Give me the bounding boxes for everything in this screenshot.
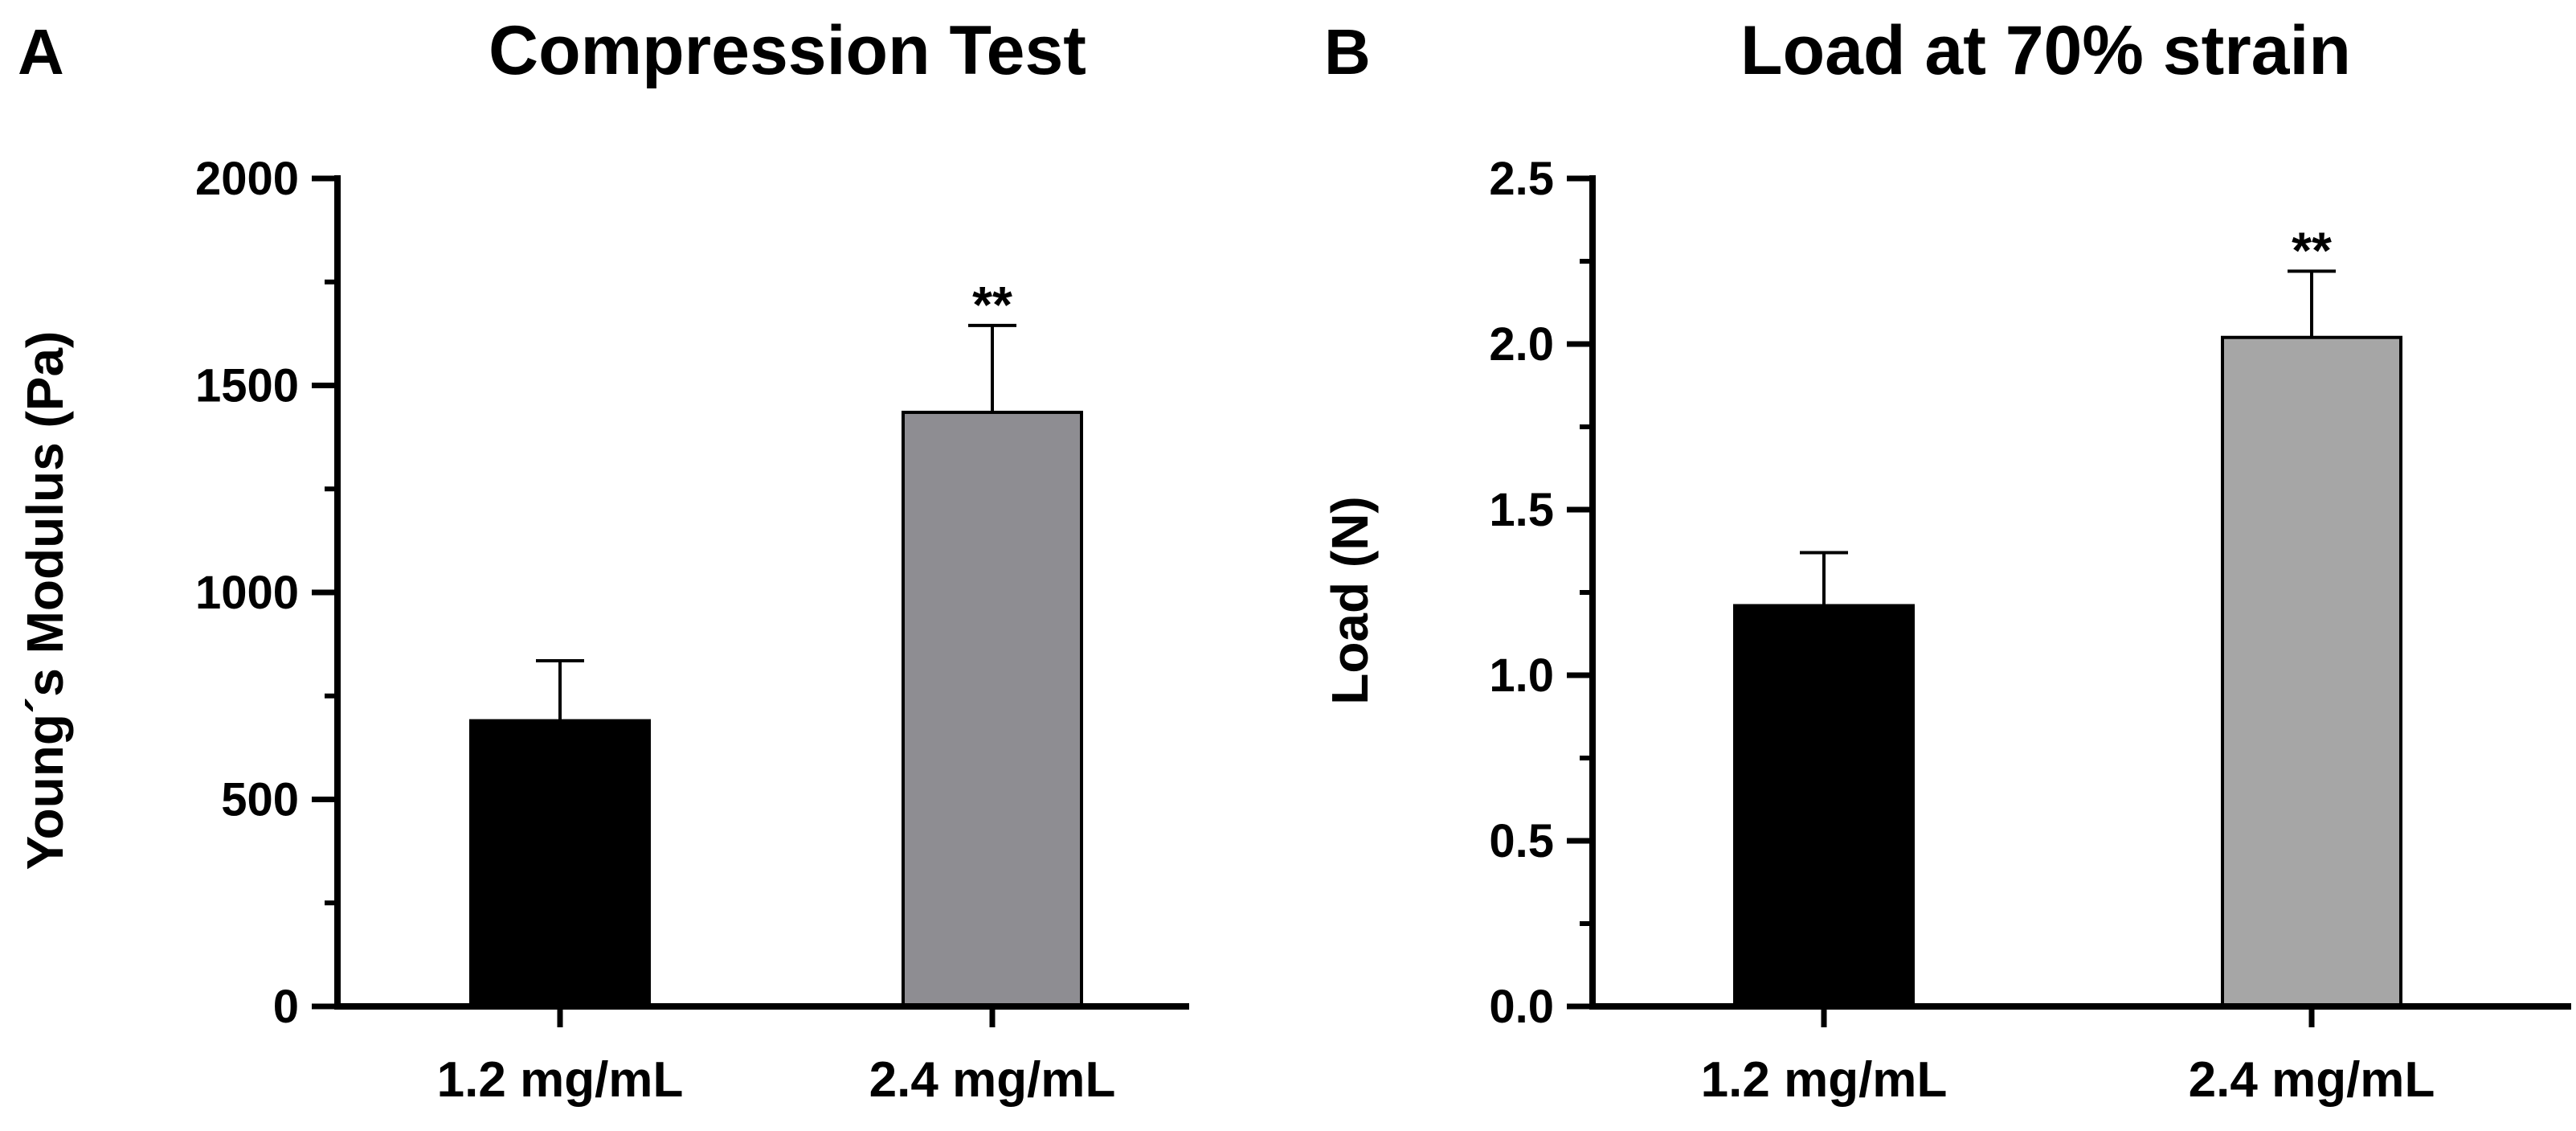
significance-marker: ** bbox=[972, 276, 1012, 334]
x-tick-label: 1.2 mg/mL bbox=[437, 1052, 684, 1108]
plot-area: 1.2 mg/mL ** 2.4 mg/mL 0 500 1000 1500 2000 bbox=[195, 153, 1189, 1108]
y-tick-label: 1500 bbox=[195, 360, 299, 412]
y-tick-label: 2000 bbox=[195, 153, 299, 205]
chart-title: Compression Test bbox=[489, 12, 1086, 89]
plot-area: 1.2 mg/mL ** 2.4 mg/mL 0.0 0.5 1.0 1.5 2.0 2.5 bbox=[1489, 153, 2571, 1108]
bar bbox=[2221, 335, 2402, 1008]
y-tick-label: 0.0 bbox=[1489, 981, 1554, 1033]
y-tick-label: 500 bbox=[221, 774, 299, 826]
bar bbox=[1733, 604, 1915, 1008]
y-tick-label: 0.5 bbox=[1489, 815, 1554, 867]
x-tick-label: 2.4 mg/mL bbox=[2189, 1052, 2435, 1108]
panel-letter: B bbox=[1324, 16, 1371, 88]
y-tick-label: 1000 bbox=[195, 567, 299, 619]
y-axis-label: Load (N) bbox=[1321, 496, 1379, 705]
panel-letter: A bbox=[18, 16, 64, 88]
panel-b: B Load at 70% strain Load (N) 1.2 mg/mL *… bbox=[1321, 12, 2571, 1108]
y-tick-label: 1.0 bbox=[1489, 650, 1554, 702]
significance-marker: ** bbox=[2292, 221, 2332, 279]
y-tick-label: 1.5 bbox=[1489, 484, 1554, 536]
bar bbox=[902, 410, 1083, 1008]
y-tick-label: 2.0 bbox=[1489, 318, 1554, 371]
bar bbox=[469, 719, 651, 1009]
y-tick-label: 0 bbox=[273, 981, 299, 1033]
y-axis-label: Young´s Modulus (Pa) bbox=[16, 331, 74, 871]
chart-title: Load at 70% strain bbox=[1740, 12, 2351, 89]
x-tick-label: 2.4 mg/mL bbox=[869, 1052, 1116, 1108]
y-tick-label: 2.5 bbox=[1489, 153, 1554, 205]
x-tick-label: 1.2 mg/mL bbox=[1701, 1052, 1948, 1108]
panel-a: A Compression Test Young´s Modulus (Pa) … bbox=[16, 12, 1189, 1108]
